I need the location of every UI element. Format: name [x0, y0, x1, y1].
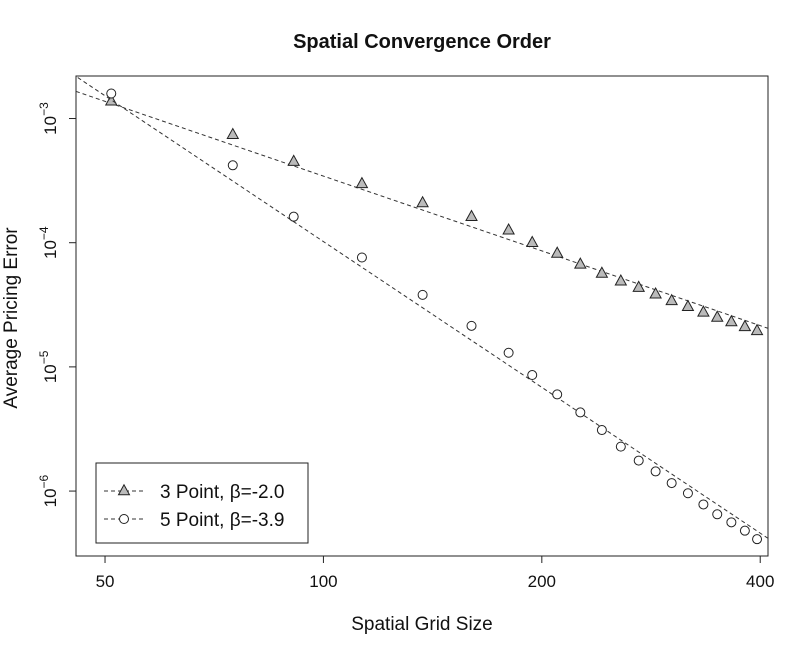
y-tick-label: 10−3 [37, 102, 60, 135]
circle-marker [712, 509, 723, 520]
series-layer [76, 76, 768, 545]
triangle-marker [117, 483, 131, 496]
triangle-marker [355, 176, 369, 189]
legend-box [95, 462, 309, 544]
legend-label: 3 Point, β=-2.0 [160, 482, 284, 503]
x-tick-label: 200 [528, 572, 556, 591]
y-tick-label-exponent: −3 [37, 102, 51, 116]
circle-marker [575, 407, 586, 418]
triangle-marker [550, 246, 564, 258]
circle-marker [466, 320, 477, 331]
triangle-marker [416, 195, 429, 208]
triangle-marker [738, 319, 752, 332]
triangle-marker [750, 323, 764, 336]
circle-marker [633, 455, 644, 466]
circle-marker [356, 252, 367, 263]
triangle-marker [665, 293, 679, 306]
x-tick-label: 100 [309, 572, 337, 591]
triangle-marker [649, 286, 662, 299]
circle-marker [552, 389, 563, 400]
circle-marker [527, 370, 538, 381]
triangle-marker [226, 127, 240, 140]
x-tick-label: 50 [96, 572, 115, 591]
circle-marker [698, 499, 709, 510]
series-2 [76, 76, 768, 545]
circle-marker [227, 160, 238, 171]
y-tick-label-exponent: −6 [37, 474, 51, 488]
circle-marker [666, 478, 677, 489]
circle-marker [739, 525, 750, 536]
y-tick-label-base: 10 [41, 116, 60, 135]
circle-marker [752, 534, 763, 545]
triangle-marker [681, 299, 695, 312]
y-tick-label-base: 10 [41, 488, 60, 507]
triangle-marker [502, 223, 515, 235]
legend: 3 Point, β=-2.0 5 Point, β=-3.9 [95, 462, 309, 544]
triangle-marker [525, 235, 539, 248]
triangle-marker [710, 310, 724, 322]
triangle-marker [595, 266, 609, 278]
triangle-marker [725, 314, 738, 327]
y-tick-label: 10−6 [37, 474, 60, 507]
circle-marker [106, 88, 117, 99]
triangle-marker [104, 93, 118, 106]
legend-item: 5 Point, β=-3.9 [104, 510, 284, 531]
x-axis: 50 100 200 400 [96, 555, 774, 591]
y-axis: 10−610−510−410−3 [37, 102, 77, 507]
triangle-marker [465, 209, 478, 221]
circle-marker [288, 211, 299, 222]
circle-marker [417, 289, 428, 300]
triangle-marker [287, 154, 301, 166]
circle-marker [596, 425, 607, 436]
series-1 [76, 90, 768, 336]
triangle-marker [697, 305, 710, 317]
legend-label: 5 Point, β=-3.9 [160, 510, 284, 531]
circle-marker [503, 347, 514, 358]
y-tick-label: 10−5 [37, 350, 60, 383]
y-tick-label-exponent: −5 [37, 350, 51, 364]
circle-marker [682, 488, 693, 499]
circle-marker [726, 517, 737, 528]
y-axis-label: Average Pricing Error [1, 227, 22, 409]
series-fit-line [76, 76, 768, 539]
circle-marker [119, 514, 129, 524]
triangle-marker [573, 257, 587, 269]
series-fit-line [76, 90, 768, 329]
y-tick-label: 10−4 [37, 226, 60, 259]
triangle-marker [632, 280, 646, 292]
chart-title: Spatial Convergence Order [293, 31, 551, 53]
legend-item: 3 Point, β=-2.0 [104, 482, 284, 503]
x-axis-label: Spatial Grid Size [351, 614, 493, 635]
circle-marker [650, 466, 661, 477]
circle-marker [615, 441, 626, 452]
y-tick-label-base: 10 [41, 240, 60, 259]
y-tick-label-exponent: −4 [37, 226, 51, 240]
x-tick-label: 400 [746, 572, 774, 591]
y-tick-label-base: 10 [41, 364, 60, 383]
triangle-marker [614, 273, 628, 286]
